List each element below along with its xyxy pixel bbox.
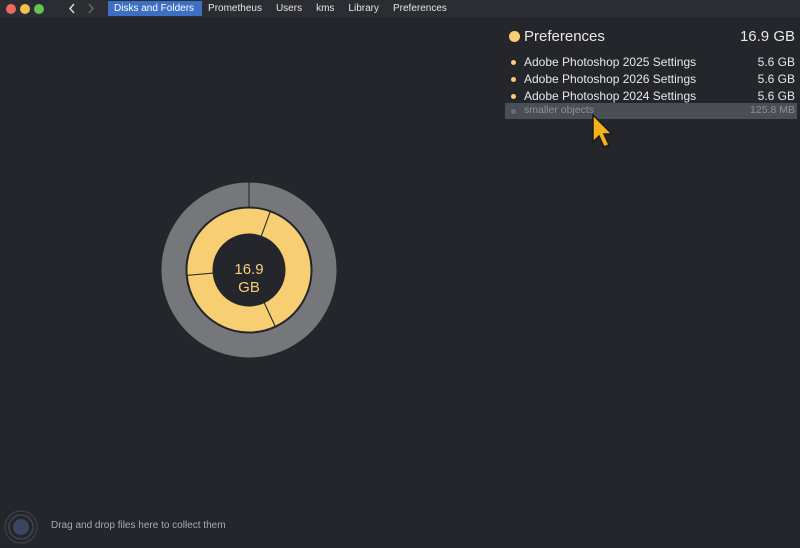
- zoom-button[interactable]: [34, 4, 44, 14]
- minimize-button[interactable]: [20, 4, 30, 14]
- row-size: 5.6 GB: [757, 72, 795, 86]
- breadcrumb[interactable]: Library: [348, 3, 379, 14]
- breadcrumbs: Disks and Folders Prometheus Users kms Libra…: [108, 1, 455, 16]
- row-dot: [511, 94, 516, 99]
- item-row[interactable]: Adobe Photoshop 2024 Settings 5.6 GB: [505, 88, 797, 104]
- collector-icon[interactable]: [3, 509, 39, 545]
- cursor: [592, 113, 614, 148]
- drop-hint: Drag and drop files here to collect them: [51, 520, 226, 531]
- inner-segment[interactable]: [186, 272, 276, 333]
- breadcrumb[interactable]: Preferences: [393, 3, 447, 14]
- row-dot: [511, 60, 516, 65]
- folder-header: Preferences 16.9 GB: [505, 27, 797, 47]
- row-dot: [511, 77, 516, 82]
- center-hub[interactable]: [214, 235, 284, 305]
- row-name: Adobe Photoshop 2024 Settings: [524, 89, 697, 103]
- outer-ring[interactable]: [160, 181, 338, 359]
- close-button[interactable]: [6, 4, 16, 14]
- folder-size: 16.9 GB: [739, 28, 795, 45]
- smaller-objects-row[interactable]: smaller objects 125.8 MB: [505, 103, 797, 119]
- center-value: 16.9: [234, 261, 263, 278]
- sunburst[interactable]: 16.9 GB: [155, 176, 345, 366]
- row-dot: [511, 109, 516, 114]
- item-row[interactable]: Adobe Photoshop 2025 Settings 5.6 GB: [505, 54, 797, 70]
- toolbar: Disks and Folders Prometheus Users kms Libra…: [0, 0, 800, 17]
- breadcrumb[interactable]: kms: [316, 3, 335, 14]
- row-size: 125.8 MB: [750, 104, 795, 116]
- item-row[interactable]: Adobe Photoshop 2026 Settings 5.6 GB: [505, 71, 797, 87]
- breadcrumb[interactable]: Prometheus: [208, 3, 262, 14]
- row-name: Adobe Photoshop 2026 Settings: [524, 72, 697, 86]
- row-name: Adobe Photoshop 2025 Settings: [524, 55, 697, 69]
- inner-segment[interactable]: [260, 211, 312, 327]
- breadcrumb[interactable]: Disks and Folders: [108, 1, 203, 16]
- folder-dot: [509, 31, 520, 42]
- row-size: 5.6 GB: [757, 89, 795, 103]
- row-name: smaller objects: [524, 104, 595, 116]
- row-size: 5.6 GB: [757, 55, 795, 69]
- breadcrumb[interactable]: Users: [275, 3, 303, 14]
- center-unit: GB: [238, 279, 260, 296]
- folder-name: Preferences: [524, 28, 605, 45]
- nav-arrows[interactable]: [66, 2, 102, 15]
